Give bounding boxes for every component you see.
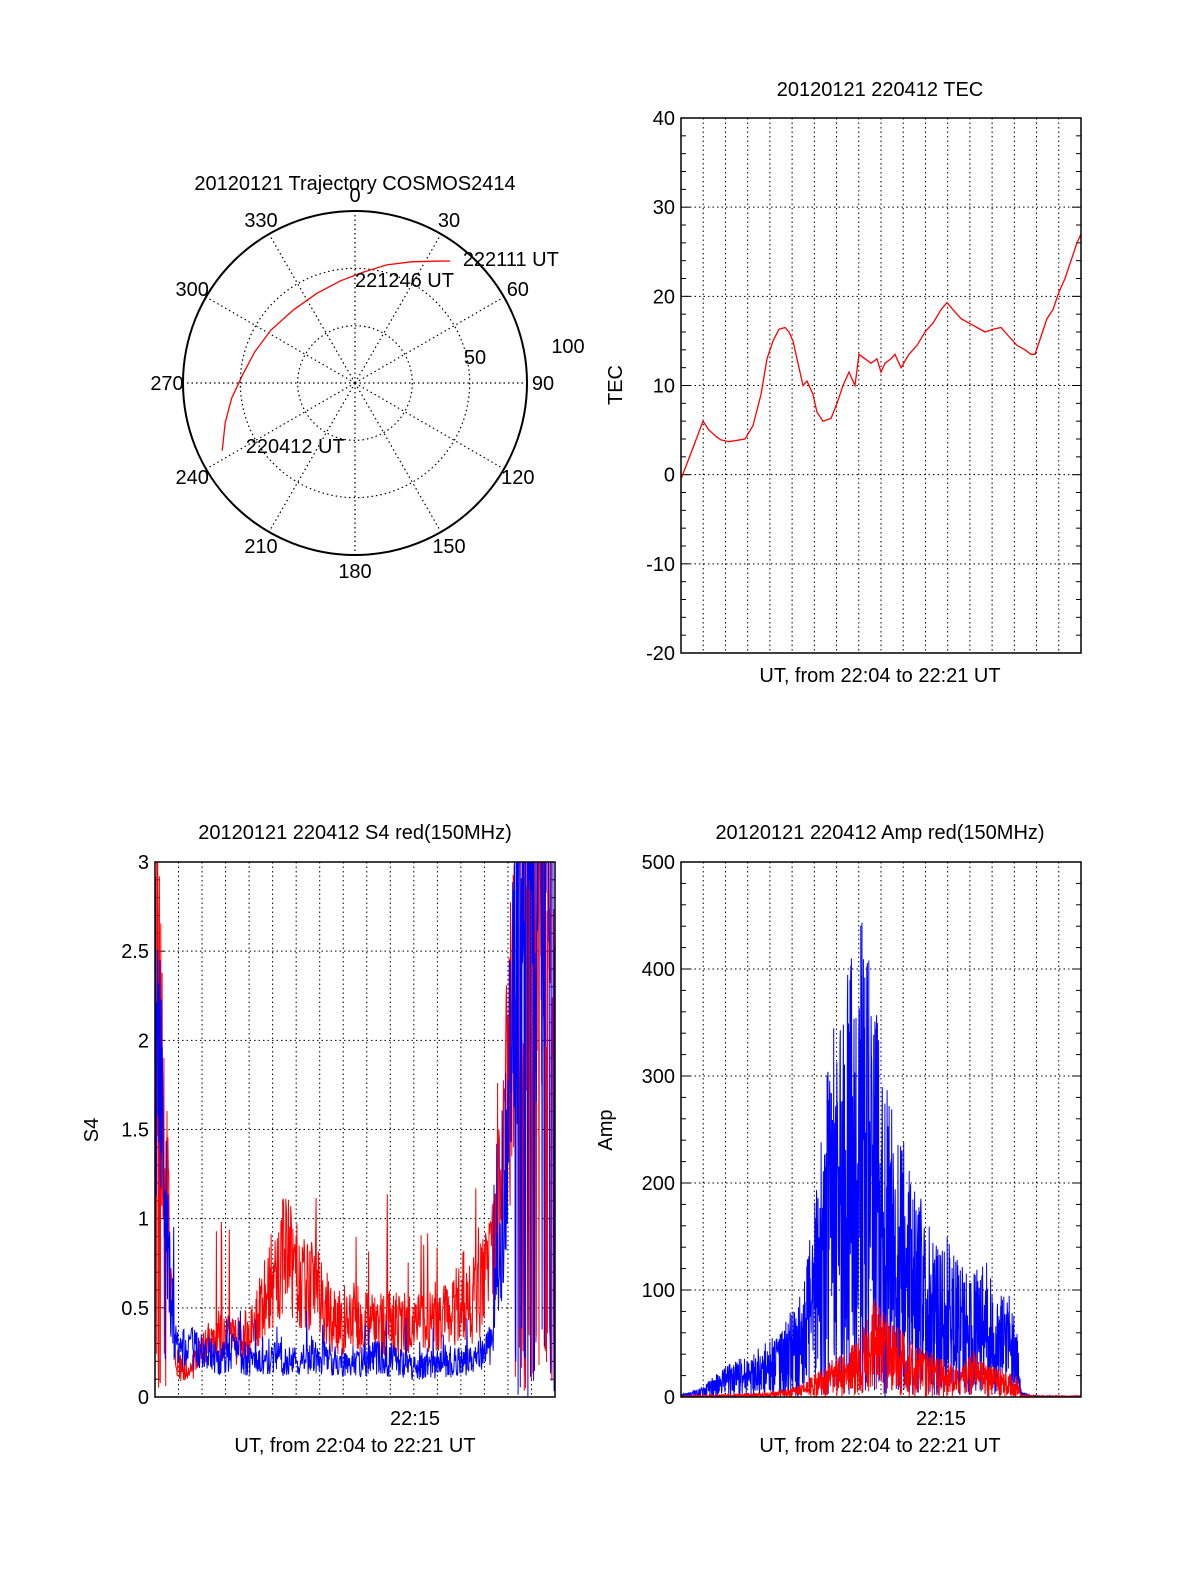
polar-spoke-330 — [268, 233, 356, 384]
polar-spoke-240 — [205, 382, 356, 470]
y-tick-label: 500 — [642, 852, 675, 874]
polar-angle-label: 30 — [438, 210, 460, 232]
s4-xlabel: UT, from 22:04 to 22:21 UT — [234, 1435, 475, 1457]
polar-spoke-120 — [354, 382, 505, 470]
y-tick-label: 3 — [138, 852, 149, 874]
polar-spoke-60 — [354, 296, 505, 384]
s4-title: 20120121 220412 S4 red(150MHz) — [198, 822, 512, 844]
y-tick-label: 200 — [642, 1173, 675, 1195]
plot-frame — [154, 861, 556, 1398]
amp-panel: 20120121 220412 Amp red(150MHz) 0 100 200 3… — [595, 822, 1082, 1457]
y-tick-label: 0 — [664, 465, 675, 487]
plot-frame — [680, 861, 1082, 1398]
polar-time-annotation: 220412 UT — [246, 436, 345, 458]
polar-spoke-150 — [354, 382, 442, 533]
polar-time-annotation: 222111 UT — [463, 249, 559, 271]
amp-title: 20120121 220412 Amp red(150MHz) — [715, 822, 1044, 844]
y-tick-label: -20 — [646, 643, 675, 665]
polar-angle-label: 0 — [349, 185, 360, 207]
tec-plot-area: -20 -10 0 10 20 30 40 — [646, 108, 1082, 665]
polar-angle-label: 270 — [150, 373, 183, 395]
polar-angle-label: 240 — [175, 467, 208, 489]
y-tick-label: 2.5 — [121, 941, 149, 963]
y-tick-label: -10 — [646, 554, 675, 576]
x-tick-label: 22:15 — [916, 1408, 966, 1430]
amp-ylabel: Amp — [595, 1109, 617, 1150]
series-line-blue — [155, 862, 555, 1397]
amp-xlabel: UT, from 22:04 to 22:21 UT — [759, 1435, 1000, 1457]
polar-angle-label: 60 — [507, 279, 529, 301]
y-tick-label: 0 — [664, 1387, 675, 1409]
polar-spoke-300 — [205, 296, 356, 384]
polar-radial-label: 50 — [464, 347, 486, 369]
s4-plot-area: 0 0.5 1 1.5 2 2.5 3 22:15 — [121, 852, 556, 1430]
polar-grid — [182, 210, 528, 556]
polar-angle-label: 120 — [501, 467, 534, 489]
y-tick-label: 0 — [138, 1387, 149, 1409]
polar-angle-label: 150 — [432, 536, 465, 558]
polar-spoke-210 — [268, 382, 356, 533]
s4-panel: 20120121 220412 S4 red(150MHz) 0 0.5 1 1.5 2… — [81, 822, 556, 1457]
polar-radial-label: 100 — [551, 336, 584, 358]
polar-angle-label: 330 — [244, 210, 277, 232]
tec-panel: 20120121 220412 TEC -20 -10 0 10 20 30 40 UT, … — [605, 79, 1082, 687]
polar-panel: 20120121 Trajectory COSMOS2414 0 30 60 90 12… — [150, 173, 584, 583]
x-tick-label: 22:15 — [390, 1408, 440, 1430]
polar-trajectory-line — [221, 260, 451, 451]
y-tick-label: 400 — [642, 959, 675, 981]
polar-angle-label: 180 — [338, 561, 371, 583]
y-tick-label: 10 — [653, 376, 675, 398]
series-group — [681, 233, 1081, 480]
y-tick-label: 300 — [642, 1066, 675, 1088]
tec-ylabel: TEC — [605, 365, 627, 405]
plot-frame — [680, 117, 1082, 654]
polar-grid-ring-2 — [297, 325, 413, 441]
polar-time-annotation: 221246 UT — [355, 270, 454, 292]
y-tick-label: 0.5 — [121, 1298, 149, 1320]
series-line-red — [155, 862, 555, 1391]
s4-ylabel: S4 — [81, 1118, 103, 1142]
y-tick-label: 100 — [642, 1280, 675, 1302]
polar-annotations: 222111 UT 221246 UT 220412 UT — [246, 249, 559, 458]
series-line-red — [681, 1298, 1081, 1397]
series-group — [155, 862, 555, 1397]
y-tick-label: 1 — [138, 1209, 149, 1231]
polar-angle-label: 300 — [175, 279, 208, 301]
series-group — [681, 922, 1081, 1397]
y-tick-label: 40 — [653, 108, 675, 130]
polar-angle-labels: 0 30 60 90 120 150 180 210 240 270 300 330 50 100 — [150, 185, 584, 583]
y-tick-label: 20 — [653, 286, 675, 308]
series-line-red — [681, 233, 1081, 480]
polar-spoke-30 — [354, 233, 442, 384]
tec-xlabel: UT, from 22:04 to 22:21 UT — [759, 665, 1000, 687]
amp-plot-area: 0 100 200 300 400 500 22:15 — [642, 852, 1082, 1430]
polar-title: 20120121 Trajectory COSMOS2414 — [194, 173, 515, 195]
polar-trajectory — [221, 260, 451, 451]
y-tick-label: 30 — [653, 197, 675, 219]
y-tick-label: 2 — [138, 1030, 149, 1052]
tec-title: 20120121 220412 TEC — [777, 79, 983, 101]
polar-angle-label: 210 — [244, 536, 277, 558]
y-tick-label: 1.5 — [121, 1120, 149, 1142]
polar-angle-label: 90 — [532, 373, 554, 395]
